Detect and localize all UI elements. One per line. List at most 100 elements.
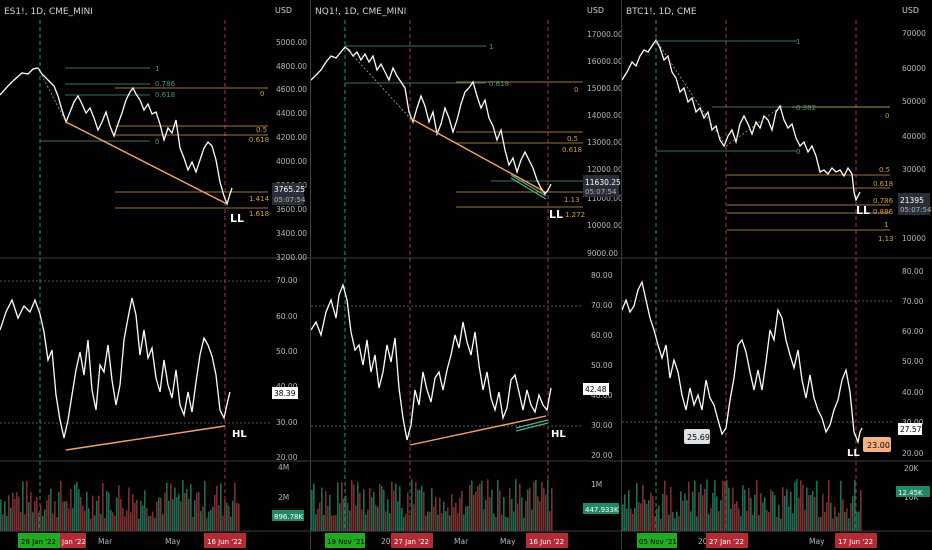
- svg-text:1: 1: [884, 221, 888, 229]
- rsi-axis[interactable]: 70.00 60.00 50.00 40.00 30.00 20.00: [276, 276, 298, 462]
- svg-text:0: 0: [796, 148, 800, 156]
- fib-retracement-tool[interactable]: 1 0.618 0 0.5 0.618 1.13 1.272: [345, 43, 585, 219]
- chart-panel-nq[interactable]: NQ1!, 1D, CME_MINI USD 17000.00 16000.00…: [311, 0, 621, 550]
- volume-bar: [471, 480, 473, 531]
- volume-bar: [832, 518, 834, 531]
- chart-canvas-es[interactable]: ES1!, 1D, CME_MINI USD 5000.00 4800.00 4…: [0, 0, 310, 550]
- svg-text:0.786: 0.786: [873, 197, 894, 205]
- volume-bar: [670, 486, 672, 531]
- volume-bar: [405, 513, 407, 531]
- svg-text:0.618: 0.618: [562, 146, 582, 154]
- volume-bar: [24, 514, 26, 531]
- fib-retracement-tool[interactable]: 1 0.786 0.618 0 0.5 0.618 0 1.414 1.618: [40, 65, 270, 218]
- volume-bars[interactable]: [0, 480, 240, 531]
- trend-line[interactable]: [409, 117, 546, 193]
- volume-bar: [174, 487, 176, 531]
- volume-bar: [214, 495, 216, 531]
- volume-bar: [814, 497, 816, 531]
- volume-bar: [439, 497, 441, 531]
- svg-text:80.00: 80.00: [591, 271, 613, 280]
- volume-bar: [732, 487, 734, 531]
- volume-bar: [475, 491, 477, 531]
- volume-bar: [327, 505, 329, 531]
- rsi-trend-line[interactable]: [65, 425, 226, 451]
- svg-text:0.382: 0.382: [796, 104, 816, 112]
- price-line[interactable]: [0, 67, 233, 207]
- alt-trend-line[interactable]: [510, 174, 547, 197]
- svg-text:23.00: 23.00: [867, 441, 890, 450]
- volume-bar: [415, 482, 417, 531]
- volume-bar: [178, 493, 180, 531]
- volume-bar: [688, 481, 690, 531]
- panel-divider[interactable]: [310, 0, 311, 550]
- volume-bar: [640, 503, 642, 531]
- volume-bar: [136, 499, 138, 531]
- svg-text:60.00: 60.00: [902, 327, 924, 336]
- volume-bar: [6, 515, 8, 531]
- chart-canvas-nq[interactable]: NQ1!, 1D, CME_MINI USD 17000.00 16000.00…: [311, 0, 621, 550]
- volume-bar: [694, 480, 696, 531]
- date-badge-text: 16 Jun '22: [207, 538, 242, 546]
- fib-retracement-tool[interactable]: 1 0.382 0 0 0.5 0.618 0.786 0.886 1 1.13: [656, 38, 894, 243]
- volume-bar: [674, 518, 676, 531]
- rsi-alt-trend[interactable]: [515, 422, 549, 432]
- rsi-axis[interactable]: 80.00 70.00 60.00 50.00 40.00 30.00 20.0…: [591, 271, 613, 460]
- volume-bar: [158, 497, 160, 531]
- price-line[interactable]: [622, 38, 861, 202]
- volume-bar: [218, 505, 220, 531]
- date-badge-text: Jan '22: [61, 538, 86, 546]
- volume-bar: [331, 515, 333, 531]
- panel-divider[interactable]: [621, 0, 622, 550]
- svg-text:10000.00: 10000.00: [587, 221, 621, 230]
- volume-bar: [337, 482, 339, 531]
- volume-bar: [521, 497, 523, 531]
- volume-bar: [130, 512, 132, 531]
- volume-bar: [533, 481, 535, 531]
- date-badge-text: 28 Jan '22: [21, 538, 56, 546]
- volume-bar: [792, 513, 794, 531]
- alt-trend-line[interactable]: [510, 177, 547, 200]
- chart-panel-es[interactable]: ES1!, 1D, CME_MINI USD 5000.00 4800.00 4…: [0, 0, 310, 550]
- rsi-axis[interactable]: 80.00 70.00 60.00 50.00 40.00 30.00 20.0…: [902, 267, 924, 458]
- volume-bar: [816, 480, 818, 531]
- svg-text:May: May: [500, 537, 516, 546]
- volume-bar: [706, 479, 708, 531]
- volume-bars[interactable]: [311, 479, 553, 531]
- rsi-trend-line[interactable]: [409, 415, 547, 446]
- volume-bar: [100, 513, 102, 531]
- price-line[interactable]: [311, 46, 552, 196]
- rsi-alt-trend[interactable]: [515, 419, 549, 429]
- volume-bar: [702, 495, 704, 531]
- rsi-line[interactable]: [311, 282, 552, 441]
- rsi-line[interactable]: [0, 297, 231, 439]
- volume-bar: [126, 509, 128, 531]
- fib-label: 0.5: [256, 126, 267, 134]
- volume-bar: [459, 497, 461, 531]
- volume-bar: [820, 517, 822, 531]
- chart-panel-btc[interactable]: BTC1!, 1D, CME USD 70000 60000 50000 400…: [622, 0, 932, 550]
- volume-bar: [726, 480, 728, 531]
- svg-text:70000: 70000: [902, 29, 926, 38]
- volume-bar: [198, 491, 200, 531]
- price-axis[interactable]: 5000.00 4800.00 4600.00 4400.00 4200.00 …: [276, 38, 307, 262]
- volume-bar: [339, 503, 341, 531]
- volume-value: 896.78K: [274, 513, 303, 521]
- volume-bar: [860, 490, 862, 531]
- volume-bar: [34, 501, 36, 531]
- volume-bar: [393, 490, 395, 531]
- date-badge-green: [637, 533, 677, 548]
- price-axis[interactable]: 17000.00 16000.00 15000.00 14000.00 1300…: [587, 30, 621, 258]
- rsi-line[interactable]: [622, 280, 863, 445]
- svg-text:0.618: 0.618: [489, 80, 509, 88]
- volume-bar: [748, 487, 750, 531]
- volume-bar: [529, 487, 531, 531]
- volume-bar: [826, 502, 828, 531]
- trend-line[interactable]: [65, 121, 228, 205]
- chart-canvas-btc[interactable]: BTC1!, 1D, CME USD 70000 60000 50000 400…: [622, 0, 932, 550]
- volume-bar: [385, 511, 387, 531]
- volume-bars[interactable]: [622, 479, 862, 531]
- volume-bar: [730, 508, 732, 531]
- volume-bar: [499, 490, 501, 531]
- svg-text:1: 1: [489, 43, 493, 51]
- price-tick: 4800.00: [276, 62, 307, 71]
